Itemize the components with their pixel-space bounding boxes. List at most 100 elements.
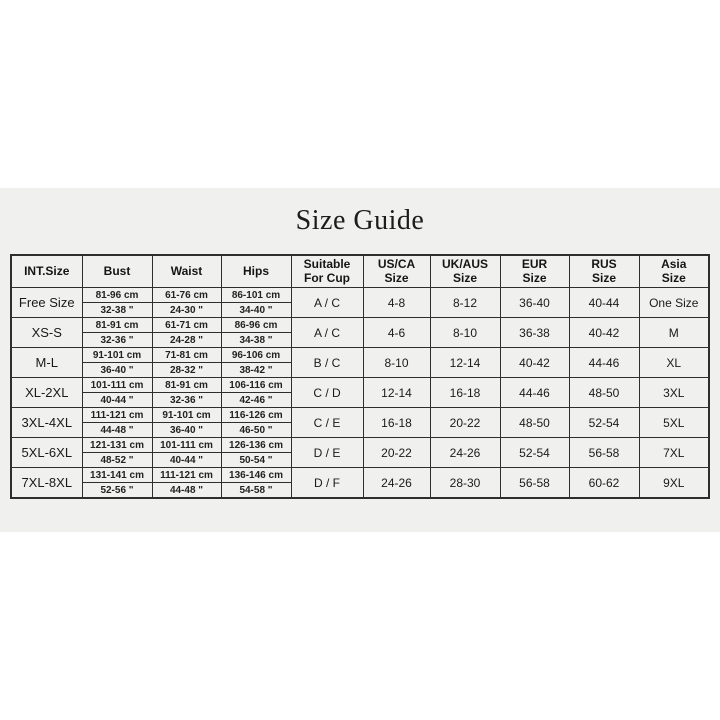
cell-asia: 9XL: [638, 467, 710, 499]
cell-asia: M: [638, 317, 710, 348]
cell-rus: 52-54: [568, 407, 640, 438]
cell-int-size: 3XL-4XL: [10, 407, 83, 438]
table-row-inches: 32-38 " 24-30 " 34-40 ": [11, 302, 709, 318]
cell-us-ca: 20-22: [362, 437, 431, 468]
cell-uk-aus: 20-22: [429, 407, 501, 438]
cell-hips-cm: 116-126 cm: [220, 407, 292, 423]
cell-bust-cm: 101-111 cm: [81, 377, 153, 393]
cell-eur: 48-50: [499, 407, 570, 438]
cell-uk-aus: 8-12: [429, 287, 501, 318]
cell-bust-in: 52-56 ": [81, 482, 153, 499]
column-header-asia: Asia Size: [638, 254, 710, 288]
cell-waist-cm: 111-121 cm: [151, 467, 222, 483]
page-title: Size Guide: [295, 205, 425, 236]
cell-eur: 36-40: [499, 287, 570, 318]
cell-eur: 56-58: [499, 467, 570, 499]
cell-uk-aus: 24-26: [429, 437, 501, 468]
cell-waist-in: 32-36 ": [151, 392, 222, 408]
cell-int-size: XL-2XL: [10, 377, 83, 408]
cell-cup: B / C: [290, 347, 364, 378]
table-row-inches: 40-44 " 32-36 " 42-46 ": [11, 392, 709, 408]
table-row: XL-2XL 101-111 cm 81-91 cm 106-116 cm C …: [10, 377, 710, 408]
cell-waist-in: 40-44 ": [151, 452, 222, 468]
table-row-inches: 48-52 " 40-44 " 50-54 ": [11, 452, 709, 468]
cell-uk-aus: 28-30: [429, 467, 501, 499]
cell-us-ca: 4-6: [362, 317, 431, 348]
cell-waist-in: 36-40 ": [151, 422, 222, 438]
header-row: INT.Size Bust Waist Hips Suitable For Cu…: [10, 254, 710, 288]
table-row: 5XL-6XL 121-131 cm 101-111 cm 126-136 cm…: [10, 437, 710, 468]
cell-hips-in: 34-40 ": [220, 302, 292, 318]
size-guide-table: INT.Size Bust Waist Hips Suitable For Cu…: [10, 254, 710, 499]
table-row: XS-S 81-91 cm 61-71 cm 86-96 cm A / C 4-…: [10, 317, 710, 348]
cell-waist-cm: 81-91 cm: [151, 377, 222, 393]
cell-cup: A / C: [290, 317, 364, 348]
cell-waist-cm: 101-111 cm: [151, 437, 222, 453]
cell-cup: C / E: [290, 407, 364, 438]
column-header-bust: Bust: [81, 254, 153, 288]
table-row: 3XL-4XL 111-121 cm 91-101 cm 116-126 cm …: [10, 407, 710, 438]
cell-waist-cm: 91-101 cm: [151, 407, 222, 423]
cell-bust-in: 36-40 ": [81, 362, 153, 378]
cell-hips-cm: 126-136 cm: [220, 437, 292, 453]
cell-eur: 44-46: [499, 377, 570, 408]
cell-cup: D / E: [290, 437, 364, 468]
cell-hips-in: 50-54 ": [220, 452, 292, 468]
cell-hips-in: 54-58 ": [220, 482, 292, 499]
cell-waist-in: 44-48 ": [151, 482, 222, 499]
cell-us-ca: 4-8: [362, 287, 431, 318]
cell-waist-cm: 71-81 cm: [151, 347, 222, 363]
cell-uk-aus: 16-18: [429, 377, 501, 408]
cell-hips-in: 38-42 ": [220, 362, 292, 378]
cell-bust-in: 32-38 ": [81, 302, 153, 318]
cell-rus: 40-44: [568, 287, 640, 318]
cell-bust-cm: 81-91 cm: [81, 317, 153, 333]
cell-bust-cm: 91-101 cm: [81, 347, 153, 363]
column-header-cup: Suitable For Cup: [290, 254, 364, 288]
cell-waist-in: 28-32 ": [151, 362, 222, 378]
cell-bust-cm: 131-141 cm: [81, 467, 153, 483]
cell-hips-cm: 106-116 cm: [220, 377, 292, 393]
cell-us-ca: 16-18: [362, 407, 431, 438]
table-row-inches: 36-40 " 28-32 " 38-42 ": [11, 362, 709, 378]
cell-waist-in: 24-30 ": [151, 302, 222, 318]
table-row: Free Size 81-96 cm 61-76 cm 86-101 cm A …: [10, 287, 710, 318]
cell-hips-cm: 86-96 cm: [220, 317, 292, 333]
cell-cup: A / C: [290, 287, 364, 318]
cell-int-size: 7XL-8XL: [10, 467, 83, 499]
cell-asia: 7XL: [638, 437, 710, 468]
cell-uk-aus: 12-14: [429, 347, 501, 378]
cell-asia: 3XL: [638, 377, 710, 408]
cell-rus: 44-46: [568, 347, 640, 378]
cell-bust-in: 48-52 ": [81, 452, 153, 468]
cell-us-ca: 12-14: [362, 377, 431, 408]
cell-hips-cm: 96-106 cm: [220, 347, 292, 363]
cell-hips-in: 42-46 ": [220, 392, 292, 408]
cell-hips-cm: 86-101 cm: [220, 287, 292, 303]
cell-eur: 52-54: [499, 437, 570, 468]
cell-hips-in: 46-50 ": [220, 422, 292, 438]
cell-bust-cm: 111-121 cm: [81, 407, 153, 423]
cell-waist-cm: 61-76 cm: [151, 287, 222, 303]
cell-int-size: 5XL-6XL: [10, 437, 83, 468]
cell-uk-aus: 8-10: [429, 317, 501, 348]
cell-asia: XL: [638, 347, 710, 378]
cell-bust-in: 40-44 ": [81, 392, 153, 408]
column-header-rus: RUS Size: [568, 254, 640, 288]
cell-asia: One Size: [638, 287, 710, 318]
cell-rus: 60-62: [568, 467, 640, 499]
cell-hips-in: 34-38 ": [220, 332, 292, 348]
cell-waist-in: 24-28 ": [151, 332, 222, 348]
cell-bust-in: 32-36 ": [81, 332, 153, 348]
cell-us-ca: 8-10: [362, 347, 431, 378]
size-guide-panel: Size Guide INT.Size Bust Waist Hips Suit…: [0, 188, 720, 532]
cell-asia: 5XL: [638, 407, 710, 438]
cell-cup: D / F: [290, 467, 364, 499]
cell-us-ca: 24-26: [362, 467, 431, 499]
column-header-eur: EUR Size: [499, 254, 570, 288]
cell-int-size: M-L: [10, 347, 83, 378]
cell-int-size: XS-S: [10, 317, 83, 348]
cell-bust-cm: 81-96 cm: [81, 287, 153, 303]
column-header-int-size: INT.Size: [10, 254, 83, 288]
